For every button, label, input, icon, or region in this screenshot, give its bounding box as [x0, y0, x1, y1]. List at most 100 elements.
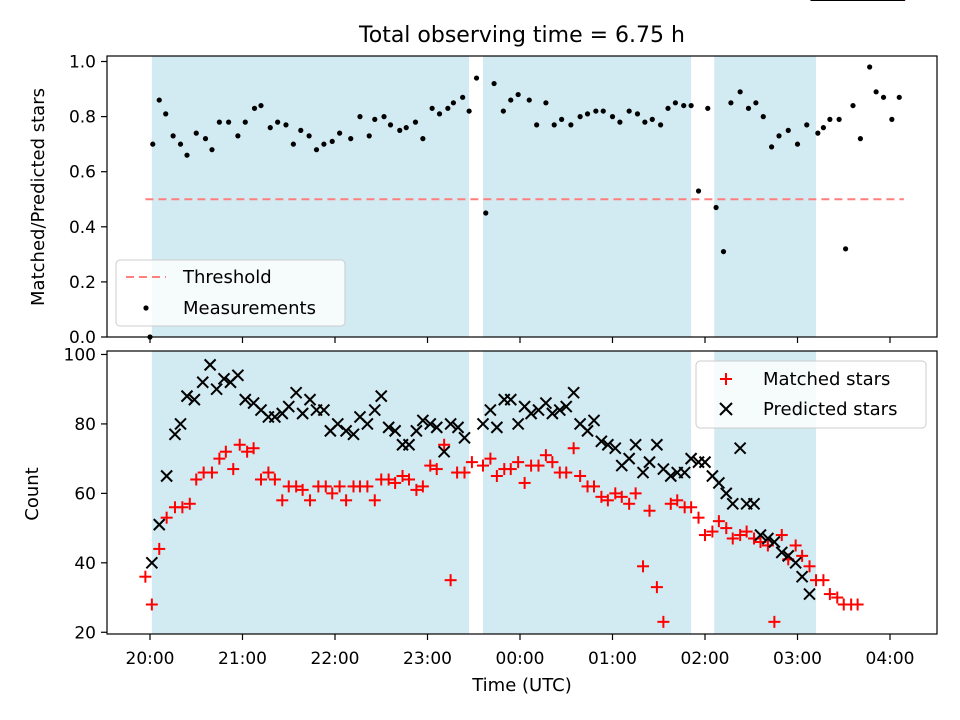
matched-point	[396, 470, 409, 483]
matched-point	[145, 598, 158, 611]
measurement-point	[450, 100, 456, 106]
matched-point	[458, 466, 471, 479]
predicted-point	[153, 518, 166, 531]
matched-point	[643, 504, 656, 517]
predicted-point	[490, 421, 504, 434]
top-x-ticks	[149, 337, 891, 343]
measurement-point	[760, 114, 766, 120]
predicted-point	[451, 421, 465, 434]
measurement-point	[177, 141, 184, 147]
measurement-point	[184, 152, 190, 158]
measurement-point	[534, 122, 540, 128]
matched-point	[726, 532, 739, 545]
bottom-panel: 20 40 60 80 100 20:00 21:00 22:00 23:00 00:00 01:…	[22, 0, 938, 696]
matched-point	[775, 529, 788, 542]
x-tick-label: 23:00	[403, 649, 452, 669]
matched-point	[712, 515, 725, 528]
measurement-point	[551, 122, 557, 128]
matched-point	[692, 511, 705, 524]
top-axes-frame	[106, 55, 938, 338]
measurement-point	[298, 127, 304, 133]
matched-point	[539, 449, 552, 462]
legend-predicted-swatch	[719, 402, 733, 416]
measurement-point	[836, 116, 842, 122]
matched-point	[851, 598, 864, 611]
predicted-point	[339, 424, 353, 438]
measurement-point	[642, 119, 648, 125]
legend-matched-label: Matched stars	[763, 369, 890, 390]
y-tick-label: 20	[74, 623, 96, 643]
matched-point	[629, 487, 642, 500]
predicted-point	[239, 393, 252, 406]
matched-point	[831, 591, 844, 604]
top-y-ticks: 0.0 0.2 0.4 0.6 0.8 1.0	[69, 53, 107, 348]
measurement-point	[804, 122, 810, 128]
measurement-point	[681, 102, 687, 109]
predicted-point	[375, 389, 388, 403]
predicted-point	[174, 417, 187, 431]
measurement-point	[609, 114, 616, 120]
matched-point	[657, 615, 670, 628]
predicted-point	[747, 497, 761, 510]
matched-point	[410, 483, 423, 496]
matched-point	[685, 501, 698, 514]
predicted-point	[698, 455, 712, 469]
measurement-point	[867, 64, 873, 70]
y-tick-label: 80	[74, 415, 96, 435]
y-tick-label: 60	[74, 484, 96, 504]
matched-point	[484, 452, 497, 465]
measurement-point	[705, 105, 711, 111]
measurement-point	[290, 141, 296, 147]
bottom-y-ticks: 20 40 60 80 100	[64, 345, 107, 643]
matched-point	[403, 473, 415, 486]
legend-predicted-label: Predicted stars	[763, 399, 897, 420]
measurement-point	[850, 102, 856, 109]
measurement-point	[593, 108, 599, 114]
measurement-point	[508, 97, 514, 103]
bottom-axes-frame	[106, 350, 938, 635]
measurement-point	[242, 119, 248, 125]
measurement-point	[559, 116, 565, 122]
x-tick-label: 02:00	[681, 649, 730, 669]
predicted-point	[145, 556, 159, 570]
predicted-point	[761, 532, 775, 545]
predicted-point	[539, 396, 553, 410]
matched-point	[290, 480, 303, 493]
predicted-point	[180, 389, 194, 403]
matched-point	[176, 501, 189, 514]
measurement-point	[420, 136, 426, 142]
predicted-point	[231, 369, 245, 382]
matched-point	[424, 459, 437, 472]
measurement-point	[329, 138, 335, 145]
x-tick-label: 01:00	[588, 649, 637, 669]
x-tick-label: 03:00	[773, 649, 822, 669]
matched-point	[768, 615, 781, 628]
measurement-point	[156, 97, 162, 103]
matched-point	[241, 445, 254, 458]
matched-point	[268, 473, 281, 486]
matched-point	[233, 438, 246, 451]
predicted-point	[581, 424, 594, 438]
measurement-point	[473, 75, 480, 81]
top-panel: 0.0 0.2 0.4 0.6 0.8 1.0 Matched/Predicted sta…	[28, 53, 938, 348]
predicted-point	[726, 497, 739, 510]
bottom-y-axis-label: Count	[22, 467, 43, 520]
predicted-point	[347, 428, 360, 441]
predicted-point	[410, 424, 423, 438]
predicted-point	[368, 403, 381, 417]
predicted-point	[629, 438, 642, 451]
top-legend-box	[115, 259, 346, 327]
matched-point	[219, 445, 232, 458]
measurement-point	[267, 125, 273, 131]
matched-point	[304, 494, 317, 507]
predicted-point	[664, 469, 677, 483]
bottom-x-ticks: 20:00 21:00 22:00 23:00 00:00 01:00 02:00 03:00…	[126, 634, 915, 669]
predicted-point	[553, 403, 566, 417]
x-axis-label: Time (UTC)	[471, 675, 572, 696]
predicted-point	[803, 587, 816, 601]
predicted-point	[210, 382, 223, 396]
matched-point	[595, 490, 608, 503]
measurement-point	[785, 127, 791, 133]
predicted-point	[430, 421, 443, 434]
matched-point	[532, 459, 545, 472]
